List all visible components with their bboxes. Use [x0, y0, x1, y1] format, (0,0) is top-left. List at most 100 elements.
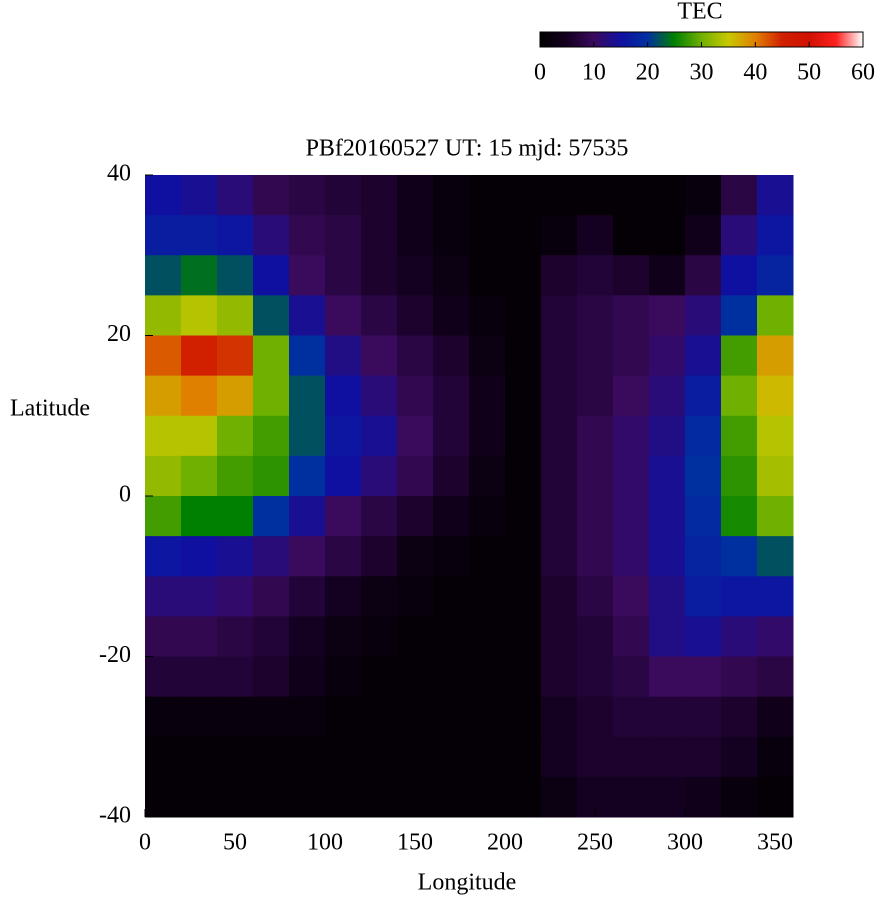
heatmap-cell	[685, 696, 722, 738]
heatmap-cell	[469, 696, 506, 738]
heatmap-cell	[217, 215, 254, 256]
heatmap-cell	[325, 696, 362, 738]
heatmap-cell	[361, 455, 398, 497]
heatmap-cell	[361, 335, 398, 377]
heatmap-cell	[433, 375, 470, 417]
heatmap-cell	[469, 455, 506, 497]
heatmap-cell	[649, 375, 686, 417]
heatmap-cell	[181, 255, 218, 296]
heatmap-cell	[397, 415, 434, 457]
heatmap-cell	[469, 255, 506, 296]
heatmap-cell	[325, 736, 362, 778]
x-tick-label: 250	[577, 830, 613, 856]
heatmap-cell	[613, 455, 650, 497]
heatmap-cell	[145, 576, 182, 617]
heatmap-cell	[505, 255, 542, 296]
heatmap-cell	[433, 616, 470, 657]
heatmap-cell	[577, 175, 614, 216]
heatmap-cell	[649, 736, 686, 778]
heatmap-cell	[649, 616, 686, 657]
heatmap-cell	[361, 776, 398, 818]
y-tick-label: -40	[99, 803, 131, 829]
heatmap-cell	[577, 576, 614, 617]
heatmap-cell	[145, 295, 182, 336]
heatmap-cell	[145, 776, 182, 818]
x-tick-label: 350	[757, 830, 793, 856]
heatmap-cell	[289, 576, 326, 617]
heatmap-cell	[325, 175, 362, 216]
heatmap-cell	[757, 696, 794, 738]
heatmap-cell	[253, 696, 290, 738]
heatmap-cell	[613, 335, 650, 377]
heatmap-cell	[253, 215, 290, 256]
heatmap-cell	[253, 496, 290, 537]
heatmap-cell	[289, 455, 326, 497]
heatmap-cell	[181, 175, 218, 216]
heatmap-cell	[361, 576, 398, 617]
heatmap-cell	[685, 776, 722, 818]
heatmap-cell	[685, 736, 722, 778]
heatmap-cell	[253, 576, 290, 617]
heatmap-cell	[757, 175, 794, 216]
heatmap-cell	[145, 696, 182, 738]
heatmap-cell	[541, 736, 578, 778]
heatmap-cell	[613, 696, 650, 738]
heatmap-cell	[217, 496, 254, 537]
heatmap-cell	[217, 696, 254, 738]
heatmap-cell	[181, 455, 218, 497]
heatmap-cell	[217, 255, 254, 296]
heatmap-cell	[181, 536, 218, 577]
x-axis-label: Longitude	[418, 870, 517, 896]
heatmap-cell	[505, 496, 542, 537]
heatmap-cell	[361, 215, 398, 256]
heatmap-cell	[289, 656, 326, 698]
heatmap-cell	[433, 696, 470, 738]
heatmap-cell	[181, 215, 218, 256]
heatmap-cell	[181, 496, 218, 537]
heatmap-cell	[217, 656, 254, 698]
colorbar-label: TEC	[677, 0, 722, 25]
heatmap-cell	[685, 215, 722, 256]
chart-title: PBf20160527 UT: 15 mjd: 57535	[306, 136, 629, 162]
heatmap-cell	[397, 696, 434, 738]
heatmap-cell	[757, 616, 794, 657]
heatmap-cell	[397, 215, 434, 256]
heatmap-cell	[217, 616, 254, 657]
heatmap-cell	[469, 215, 506, 256]
heatmap-cell	[469, 375, 506, 417]
heatmap-cell	[289, 736, 326, 778]
heatmap-cell	[217, 455, 254, 497]
heatmap-cell	[433, 415, 470, 457]
heatmap-cell	[289, 696, 326, 738]
heatmap-cell	[217, 375, 254, 417]
heatmap-cell	[505, 576, 542, 617]
heatmap-cell	[217, 576, 254, 617]
heatmap-cell	[757, 215, 794, 256]
heatmap-cell	[325, 616, 362, 657]
heatmap-cell	[757, 496, 794, 537]
heatmap-cell	[757, 656, 794, 698]
heatmap-cell	[757, 375, 794, 417]
heatmap-cell	[289, 295, 326, 336]
heatmap-cell	[721, 696, 758, 738]
heatmap-cell	[325, 455, 362, 497]
heatmap-cell	[253, 536, 290, 577]
heatmap-cell	[505, 776, 542, 818]
heatmap-cell	[289, 375, 326, 417]
y-tick-label: 0	[119, 482, 131, 508]
heatmap-cell	[649, 656, 686, 698]
heatmap-cell	[145, 455, 182, 497]
heatmap-cell	[721, 496, 758, 537]
x-tick-label: 100	[307, 830, 343, 856]
heatmap-cell	[649, 536, 686, 577]
heatmap-cell	[577, 415, 614, 457]
heatmap-cell	[217, 536, 254, 577]
heatmap-cell	[469, 656, 506, 698]
heatmap-cell	[145, 375, 182, 417]
heatmap-cell	[721, 616, 758, 657]
heatmap-cell	[397, 616, 434, 657]
heatmap-cell	[361, 175, 398, 216]
heatmap-cell	[469, 576, 506, 617]
heatmap-cell	[721, 295, 758, 336]
